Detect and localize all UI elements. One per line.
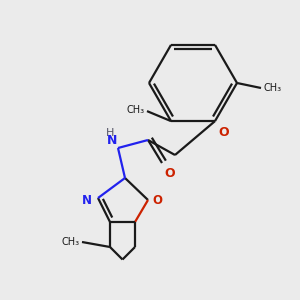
Text: H: H	[106, 128, 114, 138]
Text: N: N	[106, 134, 117, 147]
Text: O: O	[152, 194, 162, 206]
Text: CH₃: CH₃	[62, 237, 80, 247]
Text: CH₃: CH₃	[127, 105, 145, 115]
Text: CH₃: CH₃	[263, 83, 281, 93]
Text: O: O	[218, 126, 229, 139]
Text: O: O	[164, 167, 175, 180]
Text: N: N	[82, 194, 92, 206]
